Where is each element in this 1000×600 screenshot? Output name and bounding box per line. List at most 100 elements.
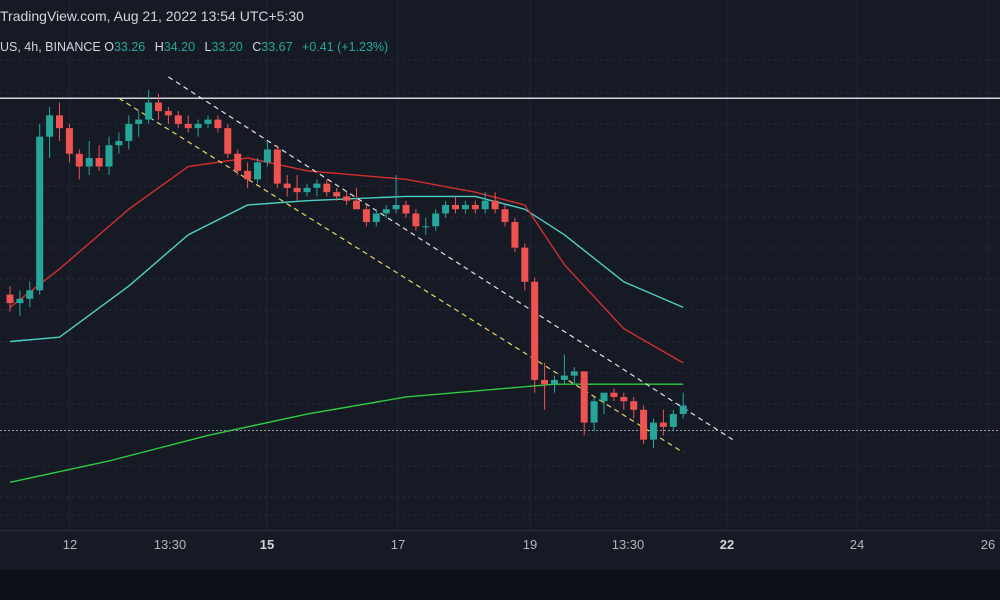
time-tick: 17 [390,537,406,552]
candle-body [105,145,113,167]
low-label: L [204,40,212,54]
grid-lines [0,0,1000,530]
candle-body [580,371,588,423]
candle-body [273,149,281,184]
time-tick: 13:30 [153,537,187,552]
bottom-strip [0,570,1000,600]
time-tick: 13:30 [611,537,645,552]
candle-body [115,140,123,146]
ema-mid-line [9,195,684,343]
ohlc-legend: US, 4h, BINANCE O33.26 H34.20 L33.20 C33… [0,40,388,54]
chart-area[interactable]: TradingView.com, Aug 21, 2022 13:54 UTC+… [0,0,1000,530]
candle-body [85,158,93,167]
candle-body [501,209,509,223]
candle-body [590,401,598,423]
change-value: +0.41 (+1.23%) [302,40,389,54]
open-value: 33.26 [113,40,146,54]
candle-body [56,115,63,129]
candle-body [46,115,54,137]
chart-attribution: TradingView.com, Aug 21, 2022 13:54 UTC+… [0,8,304,24]
candle-body [343,196,351,201]
candle-body [620,396,628,402]
candle-body [16,298,24,304]
candle-body [471,204,479,210]
high-value: 34.20 [163,40,196,54]
candle-body [560,375,568,380]
candle-body [155,102,162,112]
candle-body [204,119,212,124]
candle-body [362,209,370,223]
candle-body [422,226,430,228]
time-tick: 12 [62,537,78,552]
candle-body [95,158,103,167]
candle-body [263,149,271,163]
candle-body [26,290,34,299]
candle-body [600,392,608,402]
candle-body [164,111,172,116]
time-axis[interactable]: 12 13:30 15 17 19 13:30 22 24 26 [0,530,1000,571]
candle-body [610,392,618,397]
time-tick: 26 [980,537,996,552]
candle-body [541,379,549,385]
time-tick: 15 [259,537,275,552]
price-chart[interactable] [0,0,1000,530]
candle-body [521,247,529,282]
candle-body [679,405,687,415]
candle-body [184,123,192,129]
candle-body [224,128,232,154]
close-label: C [252,40,262,54]
low-value: 33.20 [211,40,243,54]
candle-body [36,136,44,291]
candle-body [570,371,578,376]
candle-body [145,102,153,120]
ema-fast-line [9,157,684,364]
candle-body [452,204,459,210]
candle-body [659,422,667,427]
candle-body [293,187,301,193]
candle-body [283,183,291,188]
candle-body [234,153,242,171]
candle-body [432,213,440,227]
candle-body [531,281,539,380]
candle-body [630,401,638,410]
close-value: 33.67 [261,40,293,54]
indicator-lines [0,76,1000,484]
candle-body [481,200,489,210]
symbol-info: US, 4h, BINANCE [0,40,101,54]
candle-body [333,192,341,197]
candle-body [392,204,400,210]
candle-body [174,115,182,124]
high-label: H [154,40,164,54]
channel-upper-line [168,76,734,441]
time-tick: 19 [522,537,538,552]
channel-lower-line [118,97,684,453]
time-tick: 24 [849,537,865,552]
candle-body [65,128,73,154]
candle-body [511,222,519,248]
time-tick: 22 [719,537,735,552]
candle-body [551,379,558,385]
candle-body [313,183,321,188]
candle-body [402,204,410,214]
candle-body [491,200,499,210]
candle-body [214,119,222,129]
candle-body [135,119,143,124]
candle-body [323,183,331,193]
candle-body [382,209,390,214]
candle-body [353,200,360,210]
candle-body [303,187,311,193]
candle-body [254,162,261,180]
candle-body [125,123,133,141]
candle-body [640,409,648,440]
candle-body [6,294,14,304]
open-label: O [104,40,114,54]
candle-body [372,213,380,223]
candle-body [461,204,469,210]
candle-body [650,422,657,440]
candle-body [75,153,83,167]
candles [6,89,687,449]
candle-body [412,213,420,227]
candle-body [442,204,450,214]
candle-body [244,170,252,180]
candle-body [669,414,677,427]
